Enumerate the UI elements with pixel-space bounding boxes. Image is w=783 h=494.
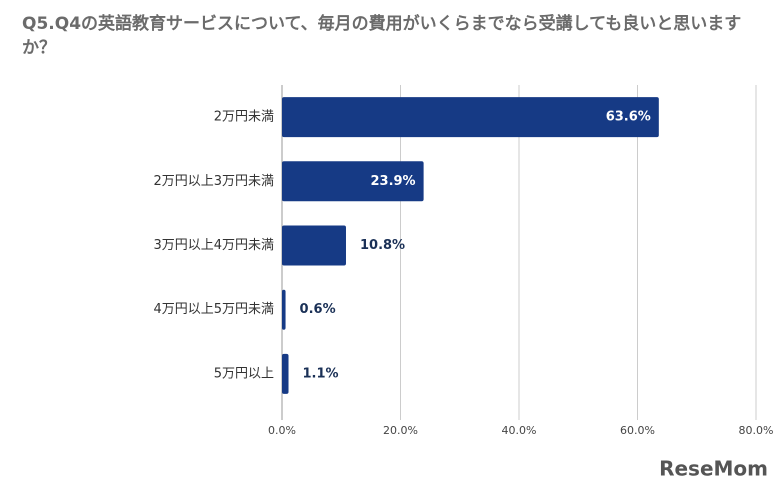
x-tick-label: 60.0% [620, 424, 655, 437]
value-label: 0.6% [300, 302, 336, 317]
bar [282, 97, 659, 138]
chart-title: Q5.Q4の英語教育サービスについて、毎月の費用がいくらまでなら受講しても良いと… [22, 14, 742, 58]
value-label: 63.6% [606, 110, 651, 125]
x-tick-label: 40.0% [502, 424, 537, 437]
x-tick-label: 20.0% [383, 424, 418, 437]
bar [282, 289, 286, 330]
x-tick-label: 80.0% [739, 424, 774, 437]
y-tick-label: 3万円以上4万円未満 [153, 238, 274, 253]
bar [282, 225, 346, 266]
y-tick-label: 2万円未満 [214, 110, 274, 125]
y-tick-label: 5万円以上 [214, 366, 274, 381]
watermark: ReseMom [659, 457, 768, 481]
y-tick-label: 2万円以上3万円未満 [153, 174, 274, 189]
bar [282, 161, 424, 202]
bar [282, 353, 289, 394]
value-label: 10.8% [360, 238, 405, 253]
value-label: 23.9% [370, 174, 415, 189]
value-label: 1.1% [303, 366, 339, 381]
x-tick-label: 0.0% [268, 424, 296, 437]
y-tick-label: 4万円以上5万円未満 [153, 302, 274, 317]
